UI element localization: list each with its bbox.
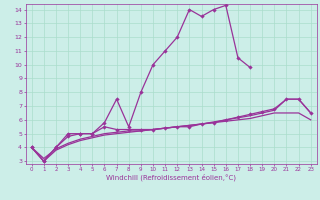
X-axis label: Windchill (Refroidissement éolien,°C): Windchill (Refroidissement éolien,°C) (106, 174, 236, 181)
